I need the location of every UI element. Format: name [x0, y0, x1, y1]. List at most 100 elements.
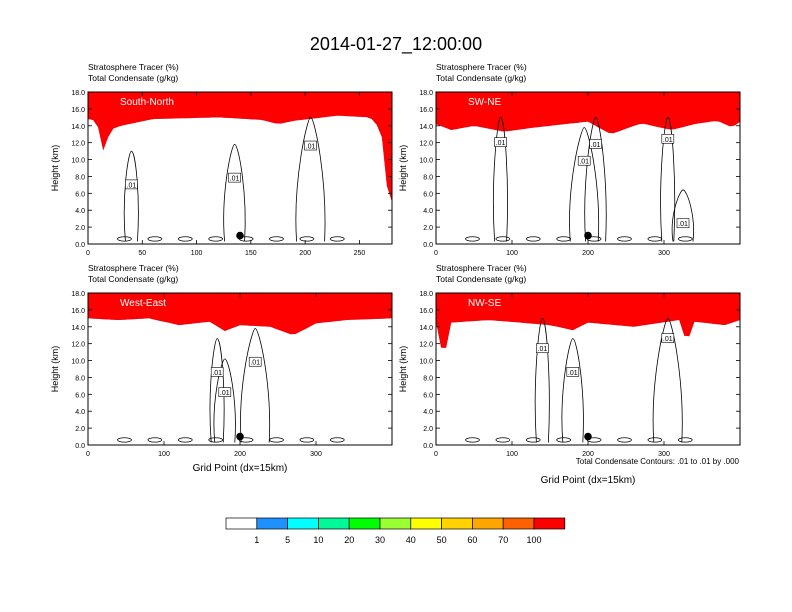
y-tick-label: 2.0 [423, 426, 433, 433]
field-label-condensate: Total Condensate (g/kg) [436, 274, 526, 284]
y-tick-label: 2.0 [423, 225, 433, 232]
y-tick-label: 10.0 [419, 359, 433, 366]
y-tick-label: 18.0 [71, 90, 85, 97]
field-label-tracer: Stratosphere Tracer (%) [436, 62, 527, 72]
y-tick-label: 6.0 [75, 392, 85, 399]
y-tick-label: 0.0 [423, 443, 433, 450]
panels: .01 .01 .01 South-North 0.0 2.0 4.0 6.0 8.0 10.0 1… [50, 62, 741, 486]
colorbar-swatch-1 [256, 517, 288, 530]
y-tick-label: 4.0 [423, 409, 433, 416]
surface-contour [495, 236, 511, 242]
field-label-tracer: Stratosphere Tracer (%) [436, 263, 527, 273]
surface-contour [495, 437, 511, 443]
y-tick-label: 4.0 [75, 409, 85, 416]
surface-contour [617, 236, 632, 242]
tracer-field: .01 .01 .01 [88, 293, 392, 445]
surface-contour [117, 236, 132, 242]
surface-contour [465, 437, 480, 443]
condensate-contour [295, 116, 326, 242]
y-tick-label: 14.0 [419, 124, 433, 131]
x-tick-label: 200 [299, 250, 311, 257]
y-tick-label: 12.0 [419, 141, 433, 148]
y-tick-label: 12.0 [71, 342, 85, 349]
contour-label-box [566, 367, 580, 377]
surface-contour [147, 437, 163, 443]
field-label-tracer: Stratosphere Tracer (%) [88, 62, 179, 72]
surface-contour [177, 437, 193, 443]
y-tick-label: 2.0 [75, 225, 85, 232]
colorbar-label: 40 [406, 535, 416, 545]
y-axis-label: Height (km) [50, 145, 60, 192]
condensate-contour [223, 143, 246, 242]
tracer-band-10 [88, 293, 392, 335]
y-tick-label: 14.0 [419, 325, 433, 332]
contour-label: .01 [568, 370, 578, 377]
field-label-tracer: Stratosphere Tracer (%) [88, 263, 179, 273]
x-tick-label: 300 [658, 451, 670, 458]
contour-label-box [125, 179, 138, 190]
colorbar-label: 100 [526, 535, 541, 545]
surface-contour [117, 437, 132, 443]
colorbar-swatch-2 [287, 517, 319, 530]
x-tick-label: 300 [310, 451, 322, 458]
contour-label: .01 [678, 221, 688, 228]
x-tick-label: 150 [245, 250, 257, 257]
surface-contour [147, 236, 163, 242]
y-tick-label: 16.0 [419, 308, 433, 315]
contour-label: .01 [250, 360, 260, 367]
colorbar-swatch-4 [348, 517, 381, 530]
condensate-contour [652, 317, 683, 443]
tracer-field: .01 .01 .01 [88, 92, 392, 244]
y-axis-label: Height (km) [398, 346, 408, 393]
surface-contour [329, 437, 345, 443]
x-tick-label: 200 [234, 451, 246, 458]
tracer-band-10 [88, 92, 392, 202]
panel-name: South-North [120, 97, 174, 108]
y-tick-label: 6.0 [423, 191, 433, 198]
y-tick-label: 16.0 [71, 107, 85, 114]
figure-title: 2014-01-27_12:00:00 [310, 34, 482, 55]
colorbar-label: 60 [467, 535, 477, 545]
condensate-contour [584, 116, 607, 242]
contour-label: .01 [306, 144, 316, 151]
x-tick-label: 250 [354, 250, 366, 257]
surface-contour [617, 437, 632, 443]
condensate-contour [240, 328, 271, 443]
surface-contour [525, 236, 541, 242]
colorbar-label: 50 [437, 535, 447, 545]
surface-contour [677, 437, 693, 443]
contour-label: .01 [663, 137, 673, 144]
panel-south-north: .01 .01 .01 South-North 0.0 2.0 4.0 6.0 8.0 10.0 1… [50, 62, 393, 257]
contour-label: .01 [212, 370, 222, 377]
location-marker [584, 432, 592, 441]
surface-contour [299, 236, 315, 242]
contour-label: .01 [579, 159, 589, 166]
colorbar-label: 20 [344, 535, 354, 545]
y-tick-label: 8.0 [423, 174, 433, 181]
colorbar-swatch-0 [225, 517, 258, 530]
contour-label-box [218, 387, 232, 397]
y-tick-label: 0.0 [75, 242, 85, 249]
condensate-contour [534, 317, 550, 443]
panel-name: SW-NE [468, 97, 501, 108]
panel-frame [87, 91, 393, 245]
y-tick-label: 14.0 [71, 124, 85, 131]
y-tick-label: 8.0 [75, 375, 85, 382]
colorbar-swatch-7 [441, 517, 473, 530]
y-tick-label: 12.0 [419, 342, 433, 349]
contour-label-box [577, 155, 591, 166]
y-tick-label: 16.0 [419, 107, 433, 114]
x-axis-label: Grid Point (dx=15km) [193, 463, 288, 474]
x-tick-label: 200 [582, 250, 594, 257]
tracer-field: .01 .01 .01 [436, 293, 740, 445]
tracer-band-10 [436, 92, 740, 134]
x-tick-label: 0 [434, 250, 438, 257]
contour-label: .01 [230, 176, 240, 183]
panel-nw-se: .01 .01 .01 NW-SE 0.0 2.0 4.0 6.0 8.0 10.0 12.0 14.… [398, 263, 741, 486]
x-tick-label: 0 [86, 451, 90, 458]
surface-contour [177, 236, 193, 242]
x-tick-label: 50 [138, 250, 146, 257]
y-tick-label: 18.0 [419, 90, 433, 97]
contour-label-box [248, 356, 262, 367]
colorbar: 1 5 10 20 30 40 50 60 70 100 [225, 517, 566, 545]
